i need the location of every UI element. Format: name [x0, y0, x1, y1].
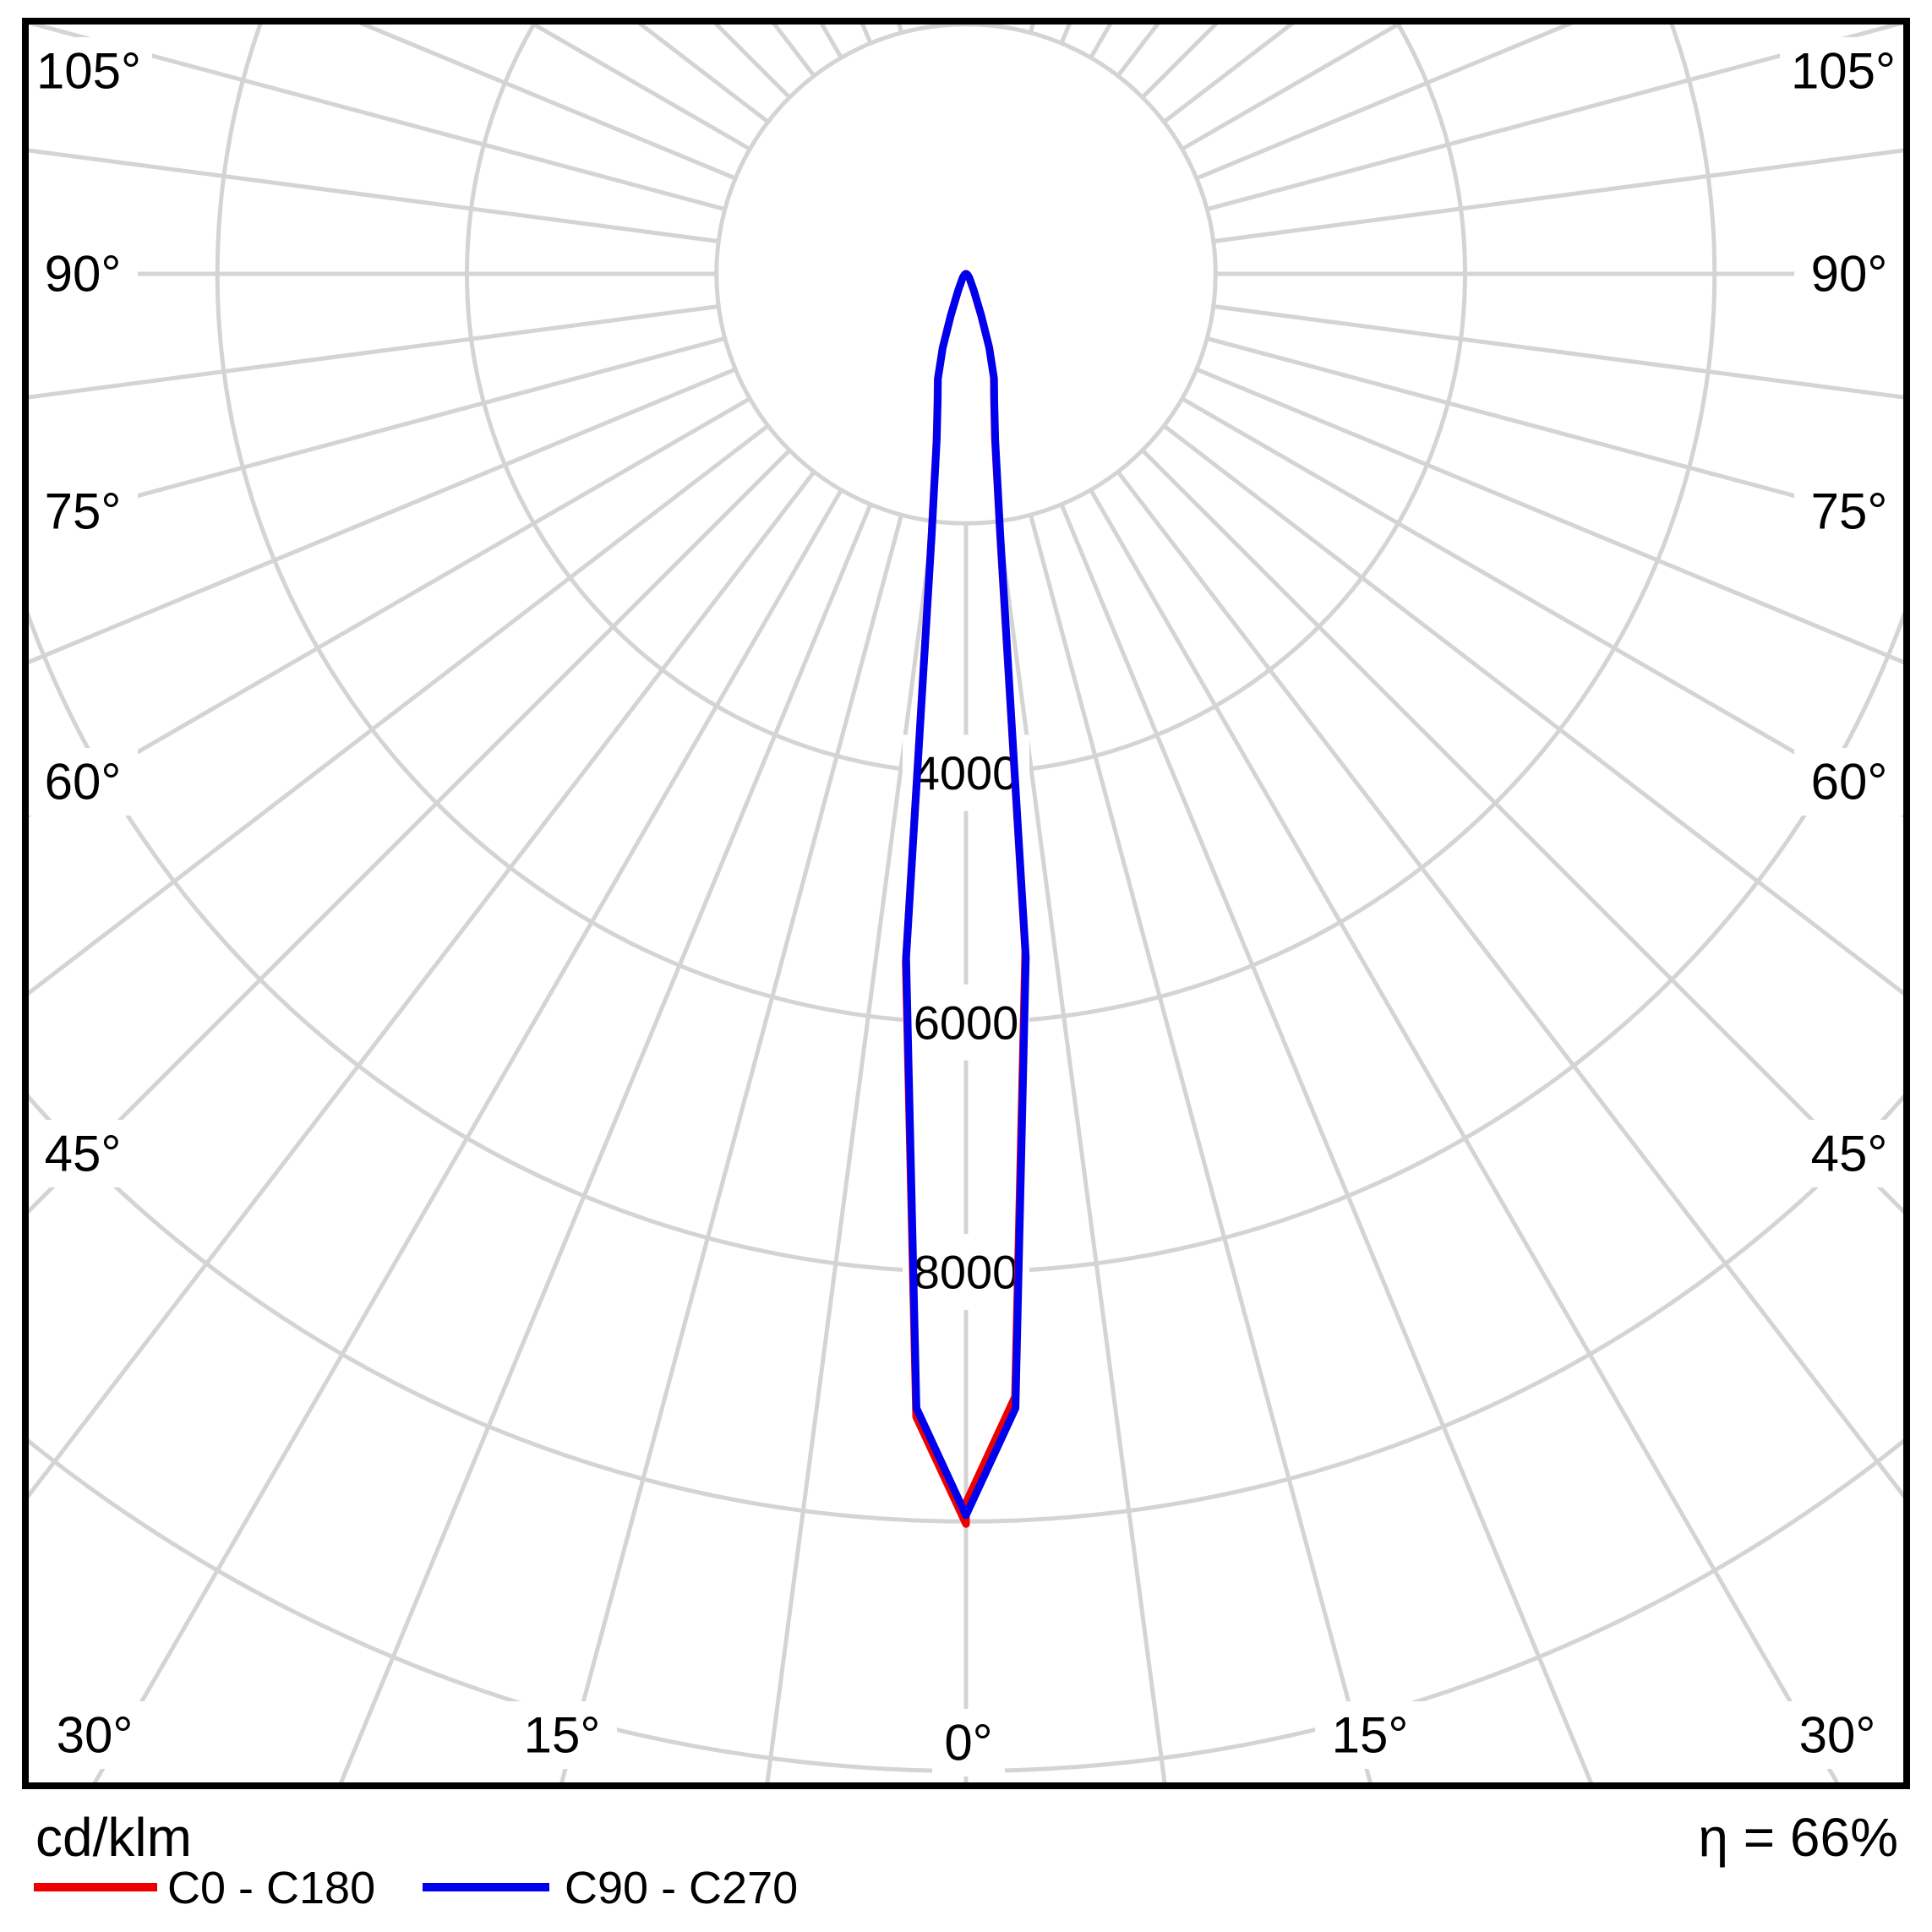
angle-label-bg [932, 1709, 1005, 1776]
legend: C0 - C180 C90 - C270 [34, 1863, 798, 1913]
grid-radial-352.5 [765, 521, 936, 1782]
angle-label-90: 90° [45, 246, 122, 303]
angle-label-bg [1780, 37, 1907, 105]
angle-label-bg [1315, 1701, 1425, 1769]
grid-radial-195 [897, 25, 903, 34]
ring-label-bg [903, 984, 1029, 1061]
curve-c90-c270 [902, 270, 1030, 1520]
grid-radial-307.5 [29, 423, 770, 996]
grid-radial-15 [1029, 514, 1373, 1782]
angle-label-30: 30° [1799, 1707, 1876, 1764]
grid-radial-7.5 [996, 521, 1167, 1782]
angle-label-0: 0° [944, 1715, 992, 1771]
angle-label-bg [1794, 478, 1904, 545]
angle-label-60: 60° [1811, 754, 1888, 810]
grid-radial-337.5 [338, 503, 873, 1782]
angle-label-75: 75° [45, 483, 122, 540]
angle-label-bg [1782, 1701, 1892, 1769]
grid-radial-52.5 [1162, 423, 1903, 996]
ring-value-label: 8000 [914, 1246, 1019, 1299]
grid-radial-255 [29, 25, 726, 211]
grid-radial-322.5 [29, 470, 816, 1499]
angle-label-bg [28, 1120, 138, 1187]
grid-radial-37.5 [1116, 470, 1903, 1499]
ring-label-bg [903, 734, 1029, 811]
angle-label-bg [1794, 1120, 1904, 1187]
legend-label-c90: C90 - C270 [565, 1863, 798, 1913]
plot-border [22, 18, 1910, 1789]
angle-label-60: 60° [45, 754, 122, 810]
grid-radial-67.5 [1195, 367, 1903, 665]
grid-radial-345 [559, 514, 903, 1782]
grid-radial-60 [1181, 396, 1903, 818]
angle-label-bg [28, 240, 138, 308]
legend-item-c90: C90 - C270 [423, 1863, 798, 1913]
ring-label-bg [903, 1234, 1029, 1310]
grid-radial-75 [1206, 336, 1903, 527]
angle-label-bg [40, 1701, 150, 1769]
angle-label-bg [1794, 240, 1904, 308]
grid-radial-82.5 [1213, 304, 1903, 400]
angle-label-45: 45° [1811, 1126, 1888, 1182]
angle-label-75: 75° [1811, 483, 1888, 540]
ring-value-label: 6000 [914, 996, 1019, 1049]
angle-label-15: 15° [524, 1707, 601, 1764]
grid-radial-262.5 [29, 148, 719, 243]
legend-label-c0: C0 - C180 [167, 1863, 375, 1913]
grid-radial-315 [29, 449, 791, 1214]
angle-label-45: 45° [45, 1126, 122, 1182]
angle-label-30: 30° [57, 1707, 134, 1764]
grid-radial-330 [92, 488, 843, 1782]
grid-radial-300 [29, 396, 751, 818]
angle-label-15: 15° [1332, 1707, 1409, 1764]
angle-label-105: 105° [36, 43, 141, 100]
grid-radial-165 [1029, 25, 1035, 34]
grid-radial-285 [29, 336, 726, 527]
legend-item-c0: C0 - C180 [34, 1863, 375, 1913]
unit-label: cd/klm [35, 1807, 192, 1868]
grid-radial-105 [1206, 25, 1903, 211]
angle-label-bg [28, 748, 138, 816]
grid-radial-45 [1141, 449, 1903, 1214]
efficiency-label: η = 66% [1698, 1807, 1898, 1868]
grid-radial-292.5 [29, 367, 737, 665]
grid-radial-22.5 [1059, 503, 1594, 1782]
angle-label-105: 105° [1791, 43, 1896, 100]
angle-label-bg [25, 37, 152, 105]
grid-radial-30 [1089, 488, 1840, 1782]
angle-label-bg [507, 1701, 617, 1769]
grid-radial-97.5 [1213, 148, 1903, 243]
grid-radial-277.5 [29, 304, 719, 400]
angle-label-bg [28, 478, 138, 545]
angle-label-bg [1794, 748, 1904, 816]
angle-label-90: 90° [1811, 246, 1888, 303]
ring-value-label: 4000 [914, 746, 1019, 800]
